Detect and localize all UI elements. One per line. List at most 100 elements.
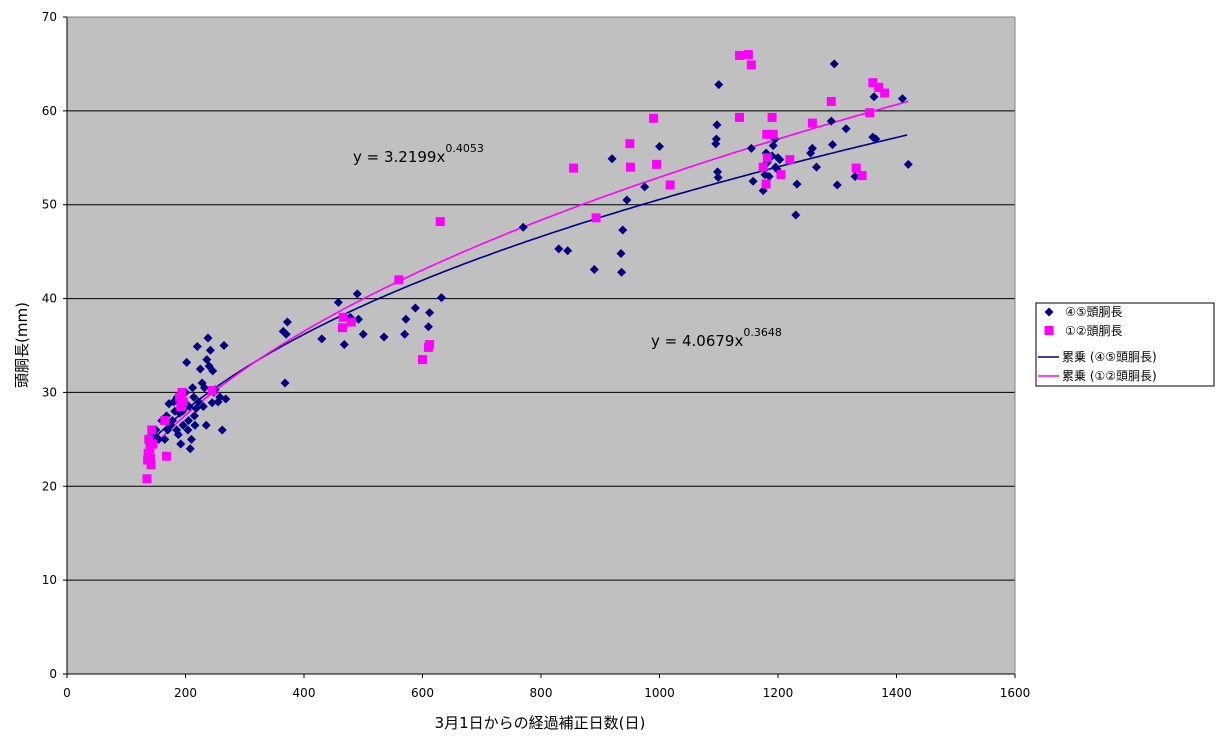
- data-point-diamond: [185, 444, 195, 454]
- data-point-square: [807, 118, 817, 128]
- data-point-diamond: [826, 116, 836, 126]
- data-point-diamond: [617, 267, 627, 277]
- data-point-square: [147, 425, 157, 435]
- data-point-diamond: [869, 92, 879, 102]
- legend-item-series1: ④⑤頭胴長: [1044, 305, 1123, 319]
- data-point-diamond: [183, 416, 193, 426]
- data-point-diamond: [339, 340, 349, 350]
- data-point-diamond: [792, 179, 802, 189]
- data-point-square: [143, 448, 153, 458]
- data-point-square: [569, 163, 579, 173]
- data-point-diamond: [768, 141, 778, 151]
- y-tick-label: 40: [42, 292, 57, 306]
- data-point-square: [743, 50, 753, 60]
- data-point-diamond: [188, 383, 198, 393]
- equation-blue: y = 4.0679x0.3648: [651, 326, 782, 350]
- data-point-diamond: [607, 154, 617, 164]
- data-point-diamond: [379, 332, 389, 342]
- data-point-square: [874, 82, 884, 92]
- data-point-diamond: [828, 140, 838, 150]
- tick-labels: 0 10 20 30 40 50 60 70 0 200 400 600 800 1000 1200 1400…: [42, 10, 1031, 700]
- legend-item-trend2: 累乗 (①②頭胴長): [1038, 369, 1157, 383]
- legend-item-series2: ①②頭胴長: [1044, 324, 1123, 338]
- data-point-diamond: [176, 439, 186, 449]
- data-point-diamond: [400, 329, 410, 339]
- data-point-diamond: [217, 425, 227, 435]
- data-point-diamond: [518, 222, 528, 232]
- data-point-diamond: [618, 225, 628, 235]
- data-point-diamond: [201, 420, 211, 430]
- y-tick-label: 70: [42, 10, 57, 24]
- y-tick-label: 30: [42, 385, 57, 399]
- data-point-square: [162, 451, 172, 461]
- data-point-diamond: [903, 159, 913, 169]
- data-point-diamond: [791, 210, 801, 220]
- data-point-square: [176, 402, 186, 412]
- data-point-diamond: [812, 162, 822, 172]
- data-point-diamond: [205, 345, 215, 355]
- legend-label-series1: ④⑤頭胴長: [1065, 305, 1123, 319]
- data-point-diamond: [764, 172, 774, 182]
- data-point-square: [346, 317, 356, 327]
- data-point-diamond: [425, 308, 435, 318]
- trendline-2: [146, 100, 909, 454]
- data-point-diamond: [713, 167, 723, 177]
- data-point-square: [761, 179, 771, 189]
- data-point-diamond: [589, 264, 599, 274]
- y-axis-label: 頭胴長(mm): [13, 302, 31, 388]
- y-tick-label: 60: [42, 104, 57, 118]
- data-point-square: [591, 213, 601, 223]
- x-tick-label: 1200: [763, 686, 794, 700]
- data-point-square: [148, 439, 158, 449]
- y-tick-label: 20: [42, 479, 57, 493]
- legend-box: [1035, 302, 1215, 387]
- data-point-diamond: [189, 392, 199, 402]
- data-point-diamond: [748, 176, 758, 186]
- data-point-diamond: [282, 317, 292, 327]
- data-point-square: [418, 355, 427, 365]
- data-point-square: [338, 323, 348, 333]
- data-point-diamond: [333, 297, 343, 307]
- x-tick-label: 0: [63, 686, 71, 700]
- legend-label-series2: ①②頭胴長: [1065, 324, 1123, 338]
- data-point-diamond: [711, 134, 721, 144]
- data-point-square: [767, 112, 777, 122]
- data-point-diamond: [178, 420, 188, 430]
- data-point-diamond: [317, 334, 327, 344]
- legend-item-trend1: 累乗 (④⑤頭胴長): [1038, 350, 1157, 364]
- data-point-square: [144, 434, 154, 444]
- data-point-diamond: [190, 420, 200, 430]
- data-point-square: [734, 112, 744, 122]
- data-point-diamond: [167, 416, 177, 426]
- data-point-diamond: [622, 195, 632, 205]
- data-point-diamond: [832, 180, 842, 190]
- trendline-1: [148, 134, 908, 445]
- y-tick-label: 50: [42, 198, 57, 212]
- data-point-diamond: [182, 357, 192, 367]
- data-point-diamond: [189, 411, 199, 421]
- data-point-square: [762, 153, 772, 163]
- data-point-diamond: [807, 143, 817, 153]
- x-axis-label: 3月1日からの経過補正日数(日): [435, 714, 646, 732]
- data-point-square: [785, 155, 795, 165]
- data-point-diamond: [410, 303, 420, 313]
- legend: ④⑤頭胴長 ①②頭胴長 累乗 (④⑤頭胴長) 累乗 (①②頭胴長): [1035, 302, 1215, 387]
- data-point-diamond: [841, 124, 851, 134]
- data-point-square: [665, 180, 675, 190]
- data-point-diamond: [436, 293, 446, 303]
- data-point-square: [826, 96, 836, 106]
- data-point-diamond: [897, 94, 907, 104]
- data-point-diamond: [563, 246, 573, 256]
- data-point-diamond: [401, 314, 411, 324]
- data-point-diamond: [423, 322, 433, 332]
- data-point-square: [880, 88, 890, 98]
- data-point-diamond: [714, 80, 724, 90]
- trendlines: [146, 100, 909, 454]
- data-point-diamond: [713, 172, 723, 182]
- data-point-diamond: [186, 434, 196, 444]
- y-tick-label: 0: [49, 667, 57, 681]
- data-point-diamond: [195, 364, 205, 374]
- data-point-diamond: [871, 134, 881, 144]
- data-point-diamond: [358, 329, 368, 339]
- equation-pink-base: y = 3.2199x: [353, 148, 445, 166]
